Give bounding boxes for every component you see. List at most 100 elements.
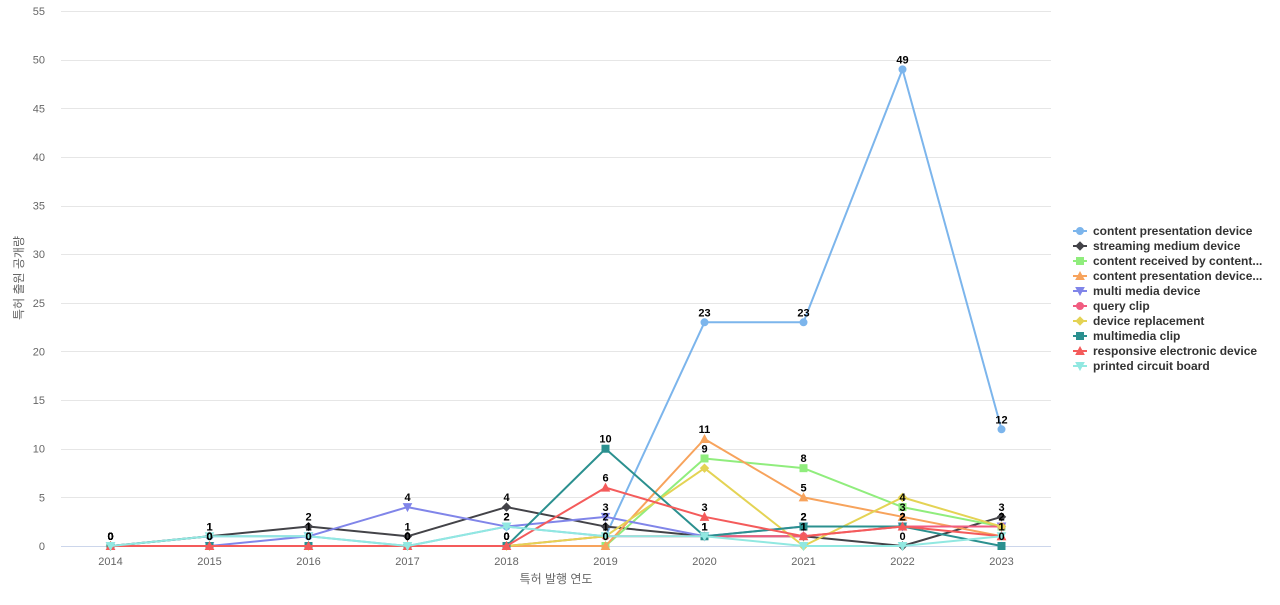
data-point [997, 542, 1006, 550]
data-label: 1 [206, 521, 212, 533]
data-point [204, 532, 215, 542]
data-point [600, 482, 611, 492]
data-point [699, 433, 710, 443]
data-label: 11 [699, 424, 711, 436]
data-point [897, 521, 908, 531]
legend-label: content presentation device [1093, 224, 1253, 238]
data-label: 1 [305, 521, 311, 533]
data-label: 0 [206, 531, 212, 543]
legend-symbol [1075, 270, 1085, 280]
data-label: 0 [107, 531, 113, 543]
legend-symbol [1076, 332, 1084, 340]
grid-lines [61, 11, 1051, 498]
data-label: 0 [503, 531, 509, 543]
data-point [699, 532, 710, 542]
data-label: 1 [206, 521, 212, 533]
y-tick-label: 20 [33, 346, 45, 358]
y-tick-label: 10 [33, 444, 45, 456]
data-point [600, 532, 611, 542]
data-point [700, 454, 709, 463]
data-label: 0 [998, 531, 1004, 543]
y-tick-label: 40 [33, 152, 45, 164]
series-9 [105, 522, 1007, 552]
data-point [799, 522, 808, 531]
legend-item[interactable]: content presentation device... [1073, 269, 1262, 283]
data-label: 3 [602, 502, 608, 514]
data-point [700, 318, 709, 327]
data-label: 2 [503, 512, 509, 524]
data-label: 0 [404, 531, 410, 543]
data-label: 2 [899, 512, 905, 524]
data-label: 0 [503, 531, 509, 543]
data-label: 2 [305, 512, 311, 524]
data-label: 8 [800, 453, 806, 465]
legend-item[interactable]: multi media device [1073, 284, 1201, 298]
legend-item[interactable]: printed circuit board [1073, 359, 1210, 373]
legend-label: printed circuit board [1093, 359, 1210, 373]
y-tick-label: 0 [39, 541, 45, 553]
data-label: 0 [503, 531, 509, 543]
series-line [110, 486, 1002, 547]
legend-item[interactable]: multimedia clip [1073, 329, 1180, 343]
data-label: 0 [107, 531, 113, 543]
legend-item[interactable]: device replacement [1073, 314, 1204, 328]
legend-label: content received by content... [1093, 254, 1262, 268]
y-tick-label: 55 [33, 6, 45, 18]
data-point [996, 532, 1007, 542]
x-axis-ticks: 2014 2015 2016 2017 2018 2019 2020 2021 2022 2023 [98, 556, 1013, 568]
legend-item[interactable]: query clip [1073, 299, 1150, 313]
legend-symbol [1075, 362, 1085, 372]
x-tick-label: 2015 [197, 556, 221, 568]
legend-label: query clip [1093, 299, 1150, 313]
data-label: 1 [602, 521, 608, 533]
legend-symbol [1075, 316, 1085, 326]
x-tick-label: 2019 [593, 556, 617, 568]
data-point [303, 521, 314, 532]
data-label: 1 [998, 521, 1004, 533]
legend-symbol [1075, 241, 1085, 251]
data-point [799, 318, 808, 327]
data-label: 0 [107, 531, 113, 543]
y-tick-label: 35 [33, 201, 45, 213]
data-label: 0 [503, 531, 509, 543]
data-label: 23 [698, 307, 710, 319]
data-point [303, 532, 314, 542]
data-point [600, 521, 611, 532]
data-label: 1 [998, 521, 1004, 533]
y-axis-ticks: 0 5 10 15 20 25 30 35 40 45 50 55 [33, 6, 45, 553]
y-tick-label: 50 [33, 55, 45, 67]
series-line [110, 68, 1003, 547]
y-tick-label: 45 [33, 103, 45, 115]
data-label: 5 [800, 482, 806, 494]
legend-label: responsive electronic device [1093, 344, 1257, 358]
data-point [897, 542, 908, 552]
legend-symbol [1076, 227, 1084, 235]
y-tick-label: 5 [39, 492, 45, 504]
data-label: 4 [899, 492, 906, 504]
data-label: 23 [797, 307, 809, 319]
data-point [997, 425, 1006, 434]
x-axis-title: 특허 발행 연도 [520, 571, 593, 586]
x-tick-label: 2018 [494, 556, 518, 568]
data-label: 0 [206, 531, 212, 543]
data-point [501, 522, 512, 532]
data-label: 0 [305, 531, 311, 543]
legend-item[interactable]: responsive electronic device [1073, 344, 1257, 358]
legend-item[interactable]: content presentation device [1073, 224, 1253, 238]
data-label: 0 [107, 531, 113, 543]
data-point [402, 531, 413, 541]
data-label: 2 [899, 512, 905, 524]
data-point [501, 540, 512, 550]
legend-item[interactable]: streaming medium device [1073, 239, 1241, 253]
legend-item[interactable]: content received by content... [1073, 254, 1262, 268]
legend-label: multi media device [1093, 284, 1201, 298]
data-label: 1 [701, 521, 707, 533]
data-label: 0 [404, 531, 410, 543]
data-label: 1 [305, 521, 311, 533]
data-point [898, 503, 907, 512]
data-label: 1 [701, 521, 707, 533]
y-tick-label: 25 [33, 298, 45, 310]
